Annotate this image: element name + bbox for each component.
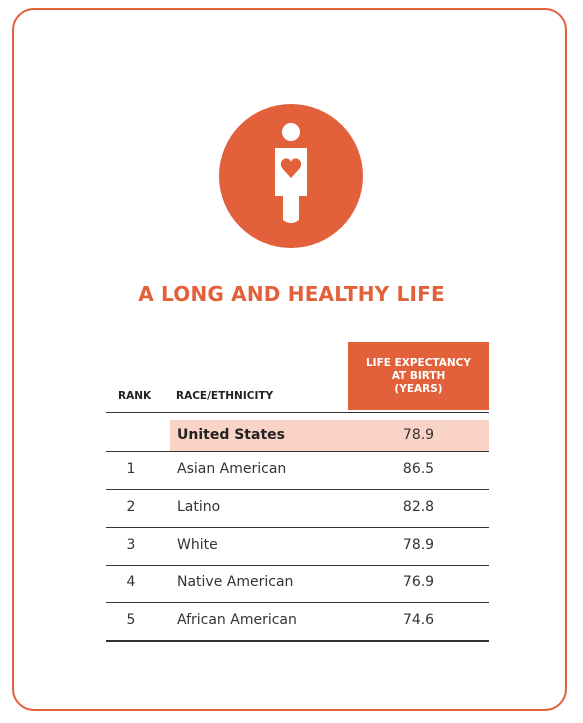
group-header: RACE/ETHNICITY [176,390,274,402]
value: 74.6 [402,612,435,629]
group: White [177,536,218,553]
national-group: United States [177,427,285,443]
group: Asian American [177,461,287,477]
rank: 2 [126,498,136,515]
value: 82.8 [402,498,435,515]
value-header-line: LIFE EXPECTANCY [365,356,471,369]
value: 78.9 [402,536,435,553]
rank-header: RANK [118,390,152,402]
value: 76.9 [402,574,435,591]
group: Native American [177,574,294,591]
national-value: 78.9 [402,427,435,443]
rule [106,640,489,643]
value-header-line: (YEARS) [394,382,443,395]
card [12,8,567,711]
value-header: LIFE EXPECTANCY AT BIRTH (YEARS) [348,342,489,410]
value: 86.5 [402,461,435,477]
rule [106,564,489,566]
person-icon [219,104,363,248]
rank: 3 [126,536,136,553]
value-header-line: AT BIRTH [391,369,446,382]
rule [106,489,489,490]
national-row [170,420,489,451]
rule [106,602,489,604]
rule [106,451,489,452]
rank: 1 [126,461,136,477]
group: African American [177,612,297,629]
group: Latino [177,498,221,515]
rank: 4 [126,574,136,591]
rule [106,412,489,413]
rule [106,526,489,528]
title: A LONG AND HEALTHY LIFE [138,282,445,306]
rank: 5 [126,612,136,629]
